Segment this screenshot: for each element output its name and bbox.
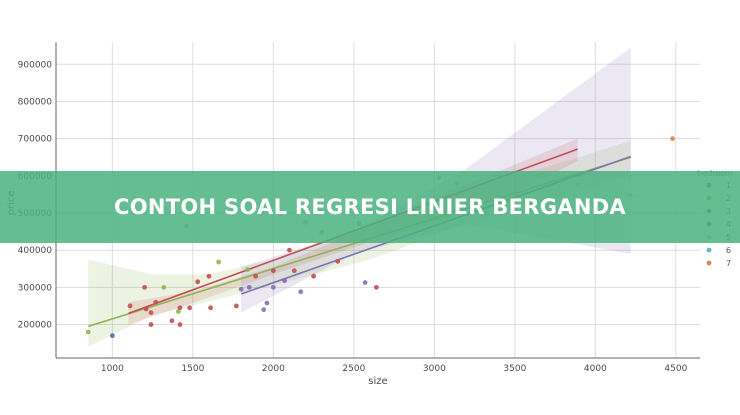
data-point-4 — [261, 307, 267, 313]
data-point-3 — [311, 273, 316, 279]
legend-label-6: 6 — [726, 246, 731, 255]
data-point-3 — [143, 306, 149, 312]
x-axis-label: size — [368, 376, 387, 387]
y-tick-label: 400000 — [18, 246, 53, 256]
legend-label-7: 7 — [726, 259, 731, 268]
data-point-3 — [233, 303, 239, 309]
data-point-4 — [238, 286, 244, 292]
data-point-3 — [373, 284, 379, 290]
data-point-3 — [287, 247, 292, 253]
legend-marker-6 — [706, 247, 712, 253]
data-point-4 — [282, 278, 288, 284]
y-tick-label: 700000 — [18, 135, 53, 145]
data-point-3 — [206, 273, 212, 279]
data-point-3 — [195, 279, 201, 285]
banner-title: CONTOH SOAL REGRESI LINIER BERGANDA — [114, 195, 626, 219]
y-tick-label: 200000 — [18, 321, 53, 331]
x-tick-label: 3000 — [423, 364, 446, 374]
title-banner: CONTOH SOAL REGRESI LINIER BERGANDA — [0, 171, 740, 243]
data-point-2 — [245, 267, 250, 272]
x-tick-label: 2000 — [262, 364, 285, 374]
data-point-3 — [177, 322, 183, 327]
y-tick-label: 800000 — [18, 97, 53, 107]
data-point-7 — [670, 136, 676, 142]
x-tick-label: 3500 — [503, 364, 526, 374]
data-point-3 — [208, 305, 213, 311]
data-point-3 — [148, 310, 154, 316]
data-point-3 — [127, 303, 133, 309]
data-point-4 — [298, 289, 304, 295]
data-point-1 — [109, 333, 115, 339]
data-point-3 — [291, 268, 297, 274]
data-point-4 — [264, 300, 270, 306]
data-point-3 — [142, 284, 147, 290]
legend-marker-7 — [706, 260, 712, 266]
confidence-band-4 — [241, 47, 631, 313]
data-point-3 — [177, 305, 183, 311]
data-point-3 — [253, 273, 259, 279]
data-point-4 — [270, 284, 276, 290]
data-point-2 — [161, 284, 167, 290]
data-point-3 — [169, 318, 175, 324]
data-point-3 — [270, 268, 276, 274]
y-tick-label: 300000 — [18, 283, 53, 293]
data-points — [85, 136, 676, 339]
data-point-2 — [175, 309, 181, 314]
data-point-4 — [362, 280, 368, 285]
data-point-4 — [246, 284, 252, 290]
y-tick-label: 900000 — [18, 60, 53, 70]
data-point-2 — [85, 329, 91, 335]
data-point-3 — [148, 322, 154, 327]
x-tick-label: 1500 — [181, 364, 204, 374]
x-tick-label: 4000 — [584, 364, 607, 374]
x-tick-label: 4500 — [664, 364, 687, 374]
x-tick-label: 2500 — [342, 364, 365, 374]
data-point-2 — [216, 259, 222, 265]
data-point-3 — [335, 258, 341, 264]
data-point-3 — [187, 305, 193, 311]
x-tick-label: 1000 — [101, 364, 124, 374]
data-point-3 — [153, 299, 159, 305]
